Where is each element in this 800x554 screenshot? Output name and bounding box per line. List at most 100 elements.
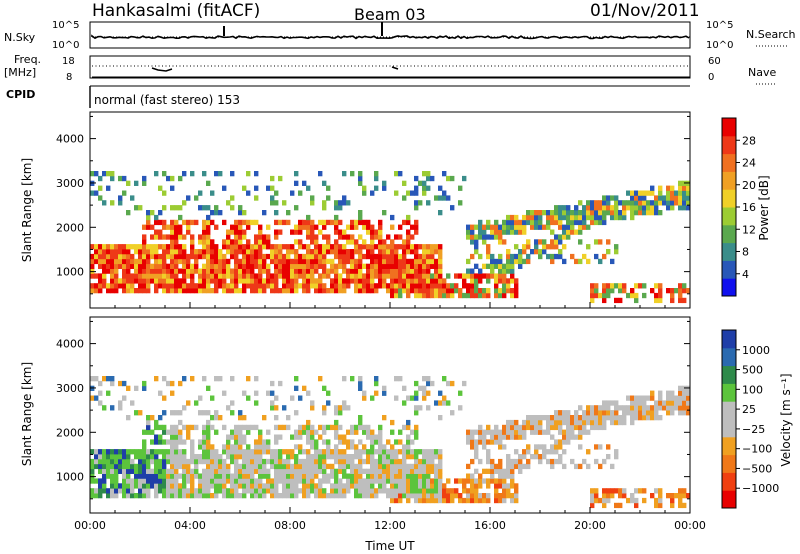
range-time-cell <box>322 249 327 255</box>
range-time-cell <box>486 273 491 279</box>
range-time-cell <box>590 205 595 211</box>
range-time-cell <box>230 244 235 250</box>
range-time-cell <box>490 434 495 440</box>
range-time-cell <box>262 483 267 489</box>
range-time-cell <box>270 405 275 411</box>
range-time-cell <box>298 190 303 196</box>
range-time-cell <box>482 497 487 504</box>
range-time-cell <box>658 493 663 499</box>
range-time-cell <box>246 395 251 401</box>
range-time-cell <box>554 214 559 221</box>
range-time-cell <box>210 449 215 455</box>
range-time-cell <box>474 444 479 450</box>
range-time-cell <box>622 410 627 416</box>
range-time-cell <box>494 278 499 284</box>
range-time-cell <box>398 473 403 479</box>
range-time-cell <box>186 268 191 274</box>
range-time-cell <box>182 249 187 255</box>
range-time-cell <box>514 219 519 226</box>
range-time-cell <box>238 493 243 499</box>
range-time-cell <box>258 434 263 440</box>
range-time-cell <box>298 273 303 279</box>
range-time-cell <box>442 278 447 284</box>
range-time-cell <box>286 288 291 294</box>
range-time-cell <box>498 458 503 465</box>
range-time-cell <box>154 376 159 382</box>
range-time-cell <box>638 200 643 206</box>
range-time-cell <box>186 273 191 279</box>
range-time-cell <box>566 229 571 235</box>
range-time-cell <box>302 473 307 479</box>
range-time-cell <box>222 483 227 489</box>
range-time-cell <box>330 249 335 255</box>
range-time-cell <box>594 253 599 260</box>
range-time-cell <box>210 258 215 265</box>
range-time-cell <box>206 444 211 450</box>
range-time-cell <box>658 488 663 494</box>
range-time-cell <box>182 493 187 499</box>
range-time-cell <box>658 190 663 196</box>
range-time-cell <box>278 463 283 470</box>
range-time-cell <box>678 395 683 401</box>
range-time-cell <box>646 410 651 416</box>
range-time-cell <box>406 395 411 401</box>
range-time-cell <box>514 253 519 260</box>
range-time-cell <box>230 444 235 450</box>
range-time-cell <box>270 458 275 465</box>
range-time-cell <box>266 185 271 191</box>
range-time-cell <box>266 253 271 260</box>
range-time-cell <box>514 292 519 299</box>
range-time-cell <box>570 424 575 431</box>
range-time-cell <box>302 488 307 494</box>
range-time-cell <box>614 449 619 455</box>
range-time-cell <box>210 483 215 489</box>
range-time-cell <box>110 278 115 284</box>
range-time-cell <box>314 234 319 240</box>
range-time-cell <box>266 439 271 445</box>
range-time-cell <box>458 497 463 504</box>
range-time-cell <box>350 273 355 279</box>
range-time-cell <box>278 229 283 235</box>
range-time-cell <box>566 219 571 226</box>
range-time-cell <box>142 444 147 450</box>
range-time-cell <box>202 219 207 226</box>
range-time-cell <box>422 263 427 269</box>
range-time-cell <box>510 258 515 265</box>
range-time-cell <box>286 424 291 431</box>
range-time-cell <box>502 434 507 440</box>
range-time-cell <box>614 210 619 216</box>
range-time-cell <box>118 463 123 470</box>
range-time-cell <box>210 478 215 484</box>
colorbar-swatch <box>722 472 736 491</box>
range-time-cell <box>326 195 331 201</box>
range-time-cell <box>606 249 611 255</box>
range-time-cell <box>306 288 311 294</box>
range-time-cell <box>378 488 383 494</box>
range-time-cell <box>98 195 103 201</box>
range-time-cell <box>486 483 491 489</box>
range-time-cell <box>414 258 419 265</box>
range-time-cell <box>98 390 103 396</box>
range-time-cell <box>294 253 299 260</box>
range-time-cell <box>298 424 303 431</box>
range-time-cell <box>650 405 655 411</box>
range-time-cell <box>426 493 431 499</box>
range-time-cell <box>402 180 407 186</box>
range-time-cell <box>398 468 403 474</box>
range-time-cell <box>542 239 547 245</box>
range-time-cell <box>478 458 483 465</box>
range-time-cell <box>274 273 279 279</box>
range-time-cell <box>522 219 527 226</box>
range-time-cell <box>206 410 211 416</box>
range-time-cell <box>90 463 95 470</box>
range-time-cell <box>98 273 103 279</box>
range-time-cell <box>526 449 531 455</box>
range-time-cell <box>318 278 323 284</box>
range-time-cell <box>682 185 687 191</box>
range-time-cell <box>498 497 503 504</box>
range-time-cell <box>262 449 267 455</box>
range-time-cell <box>122 268 127 274</box>
range-time-cell <box>142 385 147 391</box>
range-time-cell <box>598 405 603 411</box>
range-time-cell <box>418 200 423 206</box>
